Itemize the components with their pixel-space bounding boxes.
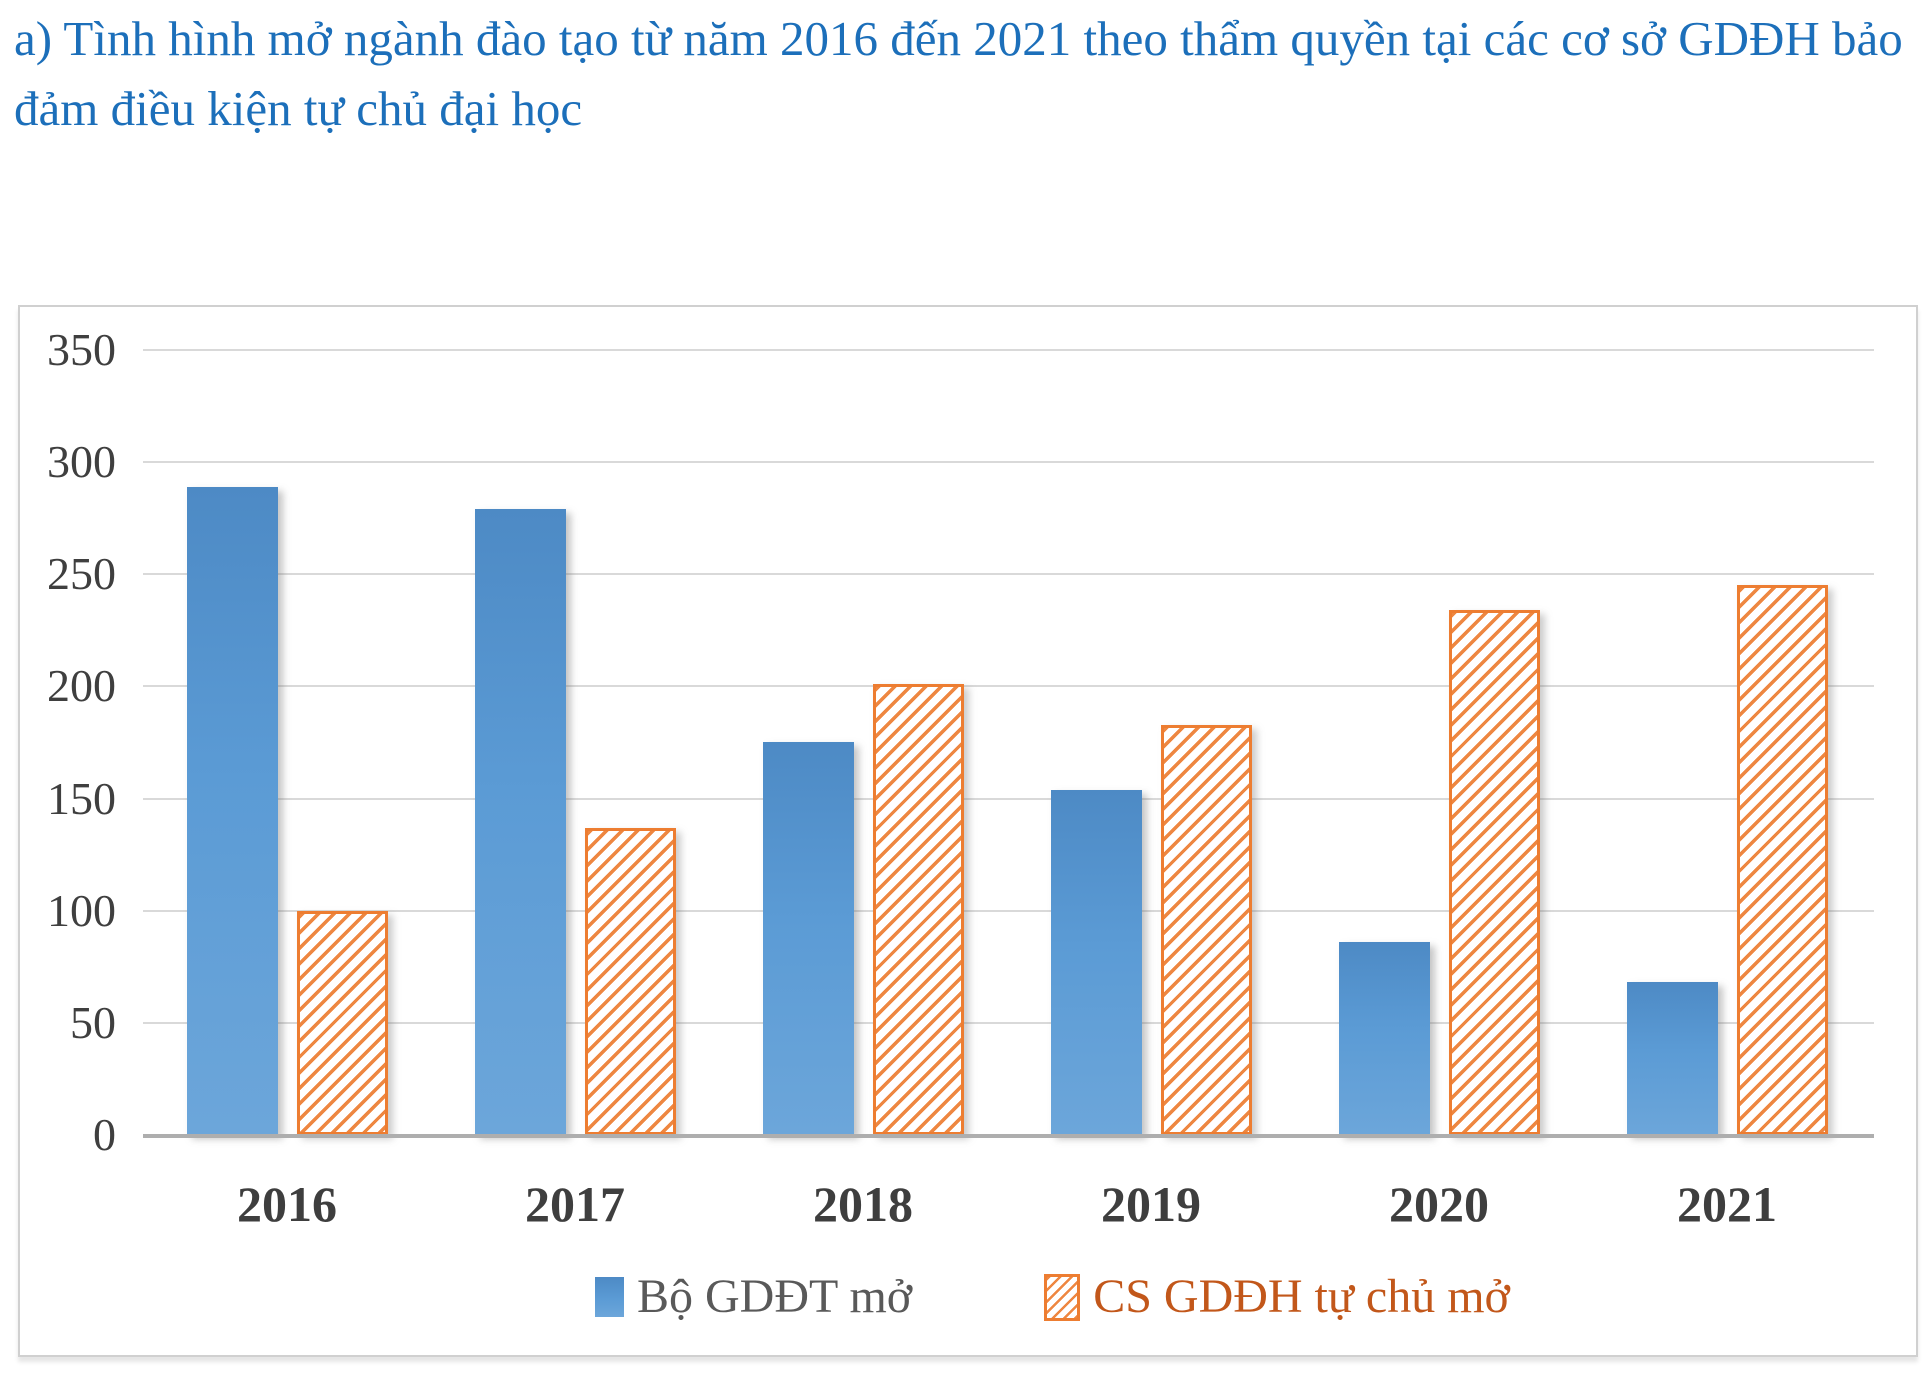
- legend: Bộ GDĐT mở CS GDĐH tự chủ mở: [595, 1269, 1510, 1325]
- y-axis-tick-label-350: 350: [47, 324, 116, 375]
- bar-2020-series2: [1448, 610, 1540, 1135]
- legend-item-cs-gddh: CS GDĐH tự chủ mở: [1044, 1269, 1510, 1325]
- bar-2019-series2: [1160, 725, 1252, 1135]
- gridline-100: [143, 909, 1874, 912]
- y-axis-tick-label-300: 300: [47, 436, 116, 488]
- y-axis-tick-label-200: 200: [47, 660, 116, 712]
- chart-caption: a) Tình hình mở ngành đào tạo từ năm 201…: [14, 11, 1903, 136]
- legend-label-bo-gddt: Bộ GDĐT mở: [637, 1270, 913, 1323]
- bar-2020-series1: [1338, 942, 1430, 1135]
- y-axis-tick-label-250: 250: [47, 548, 116, 600]
- gridline-300: [143, 461, 1874, 464]
- bar-2021-series1: [1626, 982, 1718, 1135]
- bar-2016-series1: [186, 487, 278, 1135]
- gridline-50: [143, 1021, 1874, 1024]
- y-axis-tick-label-100: 100: [47, 884, 116, 936]
- bar-2019-series1: [1050, 790, 1142, 1135]
- chart-area: 0 50 100 150 200 250 300 350 2016 2017 2018 2019 202…: [18, 305, 1918, 1357]
- x-axis-label-2021: 2021: [1677, 1176, 1777, 1232]
- x-axis-label-2017: 2017: [525, 1176, 625, 1232]
- legend-marker-hatched-square: [1044, 1273, 1081, 1321]
- y-axis-tick-label-150: 150: [47, 772, 116, 824]
- bar-2018-series2: [872, 684, 964, 1135]
- bar-2021-series2: [1736, 585, 1828, 1135]
- bar-2017-series2: [584, 828, 676, 1135]
- bar-2017-series1: [474, 509, 566, 1135]
- gridline-250: [143, 573, 1874, 576]
- legend-marker-blue-square: [595, 1277, 624, 1317]
- gridline-150: [143, 797, 1874, 800]
- bar-2018-series1: [762, 742, 854, 1135]
- x-axis-label-2019: 2019: [1101, 1176, 1201, 1232]
- y-axis-tick-label-0: 0: [93, 1109, 116, 1160]
- x-axis-label-2020: 2020: [1389, 1176, 1489, 1232]
- gridline-350: [143, 349, 1874, 351]
- bar-2016-series2: [296, 911, 388, 1135]
- gridline-200: [143, 685, 1874, 688]
- x-axis-line: [143, 1134, 1874, 1138]
- x-axis-label-2018: 2018: [813, 1176, 913, 1232]
- y-axis-tick-label-50: 50: [70, 996, 116, 1048]
- legend-label-cs-gddh: CS GDĐH tự chủ mở: [1093, 1270, 1510, 1323]
- x-axis-label-2016: 2016: [237, 1176, 337, 1232]
- legend-item-bo-gddt: Bộ GDĐT mở: [595, 1269, 912, 1325]
